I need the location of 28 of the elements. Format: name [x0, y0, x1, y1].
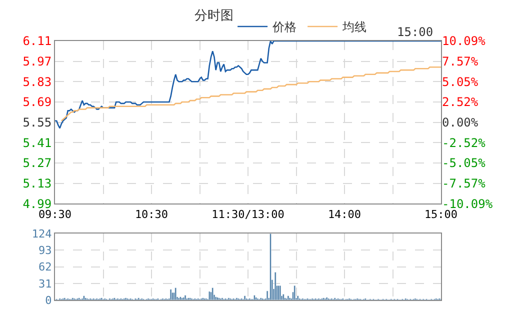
y-tick-label: 62 — [38, 260, 52, 274]
y2-tick-label: 7.57% — [442, 54, 479, 69]
y-tick-label: 5.27 — [22, 156, 52, 170]
x-tick-label: 10:30 — [134, 208, 168, 221]
y-tick-label: 0 — [45, 294, 52, 307]
y-tick-label: 124 — [32, 227, 52, 240]
y2-tick-label: 2.52% — [442, 95, 479, 110]
y2-tick-label: 10.09% — [442, 34, 486, 48]
x-tick-label: 11:30/13:00 — [212, 208, 284, 221]
legend-label: 价格 — [272, 20, 297, 34]
y-tick-label: 93 — [38, 244, 52, 258]
text: 15:00 — [397, 25, 434, 39]
y-tick-label: 5.83 — [22, 74, 52, 89]
y-tick-label: 5.69 — [22, 95, 52, 110]
y-tick-label: 6.11 — [22, 34, 52, 48]
y2-tick-label: -5.05% — [442, 156, 486, 170]
y2-tick-label: 0.00% — [442, 116, 479, 130]
y-tick-label: 5.13 — [22, 176, 52, 191]
legend-label: 均线 — [342, 20, 367, 34]
y2-tick-label: -2.52% — [442, 136, 486, 150]
y-tick-label: 31 — [38, 277, 52, 290]
x-tick-label: 14:00 — [328, 208, 362, 221]
y-tick-label: 5.97 — [22, 54, 52, 69]
y-tick-label: 5.55 — [22, 116, 52, 130]
y2-tick-label: -7.57% — [442, 176, 486, 191]
y2-tick-label: 5.05% — [442, 74, 479, 89]
y-tick-label: 5.41 — [22, 136, 52, 150]
chart-title: 分时图 — [194, 8, 234, 24]
